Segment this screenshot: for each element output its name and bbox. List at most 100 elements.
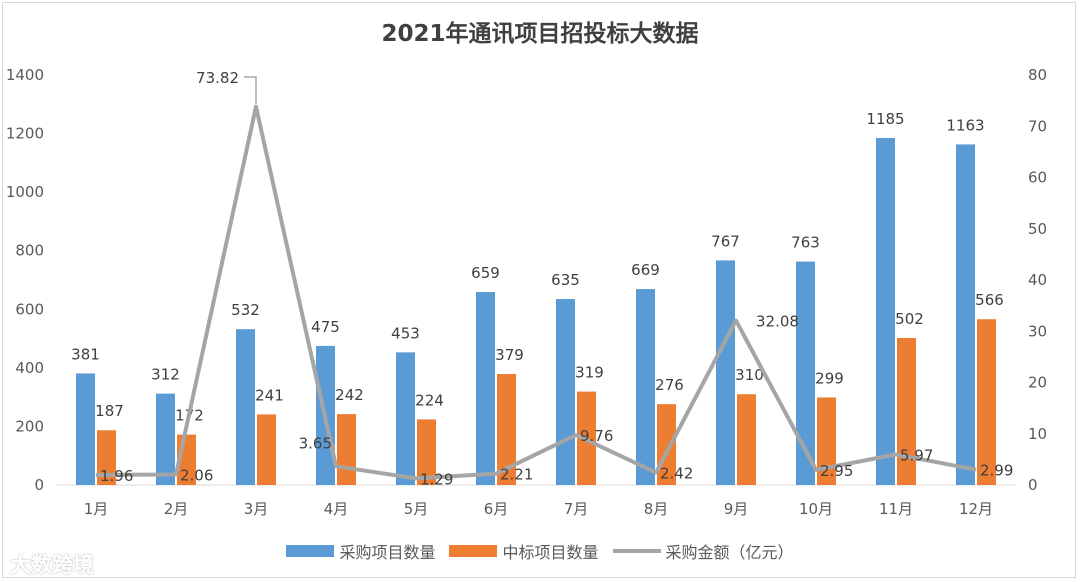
data-label-awarded-count: 299	[815, 369, 844, 387]
y-left-tick-label: 600	[15, 300, 44, 318]
bar-purchase-count	[796, 261, 815, 485]
data-label-purchase-count: 312	[151, 366, 180, 384]
x-tick-label: 11月	[879, 500, 913, 518]
bar-purchase-count	[476, 292, 495, 485]
y-right-tick-label: 40	[1028, 271, 1047, 289]
data-label-purchase-count: 767	[711, 232, 740, 250]
y-right-tick-label: 0	[1028, 476, 1038, 494]
data-label-awarded-count: 276	[655, 376, 684, 394]
legend-item-purchase-count: 采购项目数量	[286, 539, 435, 563]
x-tick-label: 9月	[724, 500, 749, 518]
data-label-awarded-count: 502	[895, 310, 924, 328]
data-label-purchase-count: 475	[311, 318, 340, 336]
legend-label-purchase-amount: 采购金额（亿元）	[665, 543, 794, 562]
data-label-awarded-count: 224	[415, 391, 444, 409]
y-left-tick-label: 400	[15, 359, 44, 377]
data-label-purchase-count: 1163	[946, 116, 984, 134]
data-label-awarded-count: 187	[95, 402, 124, 420]
data-label-awarded-count: 566	[975, 291, 1004, 309]
y-left-tick-label: 1400	[6, 66, 44, 84]
bar-awarded-count	[897, 337, 916, 485]
legend-swatch-awarded-count	[449, 545, 498, 557]
x-tick-label: 12月	[959, 500, 993, 518]
x-tick-label: 10月	[799, 500, 833, 518]
bar-awarded-count	[257, 414, 276, 485]
legend: 采购项目数量 中标项目数量 采购金额（亿元）	[0, 539, 1080, 563]
bar-purchase-count	[556, 299, 575, 485]
bar-awarded-count	[977, 319, 996, 485]
bar-purchase-count	[396, 352, 415, 485]
bar-awarded-count	[497, 374, 516, 485]
data-label-purchase-amount: 2.42	[660, 465, 693, 483]
bar-awarded-count	[737, 394, 756, 485]
data-label-purchase-amount: 32.08	[756, 313, 799, 331]
bar-purchase-count	[236, 329, 255, 485]
y-right-tick-label: 30	[1028, 322, 1047, 340]
chart-title: 2021年通讯项目招投标大数据	[381, 21, 699, 47]
y-left-tick-label: 200	[15, 417, 44, 435]
y-right-tick-label: 10	[1028, 425, 1047, 443]
bar-purchase-count	[76, 373, 95, 485]
legend-item-awarded-count: 中标项目数量	[449, 539, 599, 563]
watermark-logo: 大数跨境	[10, 553, 94, 577]
legend-swatch-purchase-amount	[612, 549, 661, 553]
data-label-purchase-count: 763	[791, 234, 820, 252]
data-label-awarded-count: 310	[735, 366, 764, 384]
y-right-tick-label: 50	[1028, 220, 1047, 238]
data-label-purchase-count: 635	[551, 271, 580, 289]
data-label-purchase-amount: 1.96	[100, 467, 133, 485]
x-tick-label: 5月	[404, 500, 429, 518]
y-right-tick-label: 80	[1028, 66, 1047, 84]
data-label-purchase-amount: 2.95	[820, 462, 853, 480]
y-left-tick-label: 1000	[6, 183, 44, 201]
data-label-purchase-amount: 2.06	[180, 466, 213, 484]
data-label-awarded-count: 241	[255, 386, 284, 404]
data-label-purchase-count: 1185	[866, 110, 904, 128]
x-tick-label: 1月	[84, 500, 109, 518]
bar-purchase-count	[636, 289, 655, 485]
data-label-awarded-count: 242	[335, 386, 364, 404]
x-tick-label: 4月	[324, 500, 349, 518]
y-right-tick-label: 60	[1028, 169, 1047, 187]
data-label-purchase-amount: 2.21	[500, 466, 533, 484]
bar-awarded-count	[417, 419, 436, 485]
data-label-awarded-count: 379	[495, 346, 524, 364]
data-label-purchase-amount: 9.76	[580, 427, 613, 445]
x-tick-label: 2月	[164, 500, 189, 518]
x-tick-label: 3月	[244, 500, 269, 518]
data-label-purchase-amount: 5.97	[900, 446, 933, 464]
legend-label-awarded-count: 中标项目数量	[502, 543, 599, 562]
line-purchase-amount	[95, 104, 977, 481]
bar-awarded-count	[97, 430, 116, 485]
y-left-tick-label: 0	[34, 476, 44, 494]
bar-awarded-count	[817, 397, 836, 485]
legend-label-purchase-count: 采购项目数量	[339, 543, 436, 562]
y-left-tick-label: 1200	[6, 125, 44, 143]
data-label-purchase-amount: 3.65	[299, 434, 332, 452]
data-label-purchase-amount: 73.82	[196, 69, 239, 87]
x-tick-label: 6月	[484, 500, 509, 518]
bar-purchase-count	[156, 393, 175, 485]
bar-awarded-count	[337, 414, 356, 485]
data-label-purchase-count: 659	[471, 264, 500, 282]
y-left-tick-label: 800	[15, 242, 44, 260]
x-tick-label: 7月	[564, 500, 589, 518]
data-label-purchase-count: 669	[631, 261, 660, 279]
data-label-purchase-amount: 1.29	[420, 470, 453, 488]
legend-item-purchase-amount: 采购金额（亿元）	[612, 539, 794, 563]
x-tick-label: 8月	[644, 500, 669, 518]
data-label-purchase-count: 453	[391, 324, 420, 342]
y-right-tick-label: 20	[1028, 374, 1047, 392]
bar-purchase-count	[876, 137, 895, 485]
data-label-purchase-amount: 2.99	[980, 462, 1013, 480]
legend-swatch-purchase-count	[286, 545, 335, 557]
data-label-purchase-count: 532	[231, 301, 260, 319]
bar-purchase-count	[956, 144, 975, 485]
data-label-awarded-count: 319	[575, 364, 604, 382]
bar-purchase-count	[716, 260, 735, 485]
leader-line	[244, 76, 257, 104]
y-right-tick-label: 70	[1028, 117, 1047, 135]
data-label-purchase-count: 381	[71, 345, 100, 363]
